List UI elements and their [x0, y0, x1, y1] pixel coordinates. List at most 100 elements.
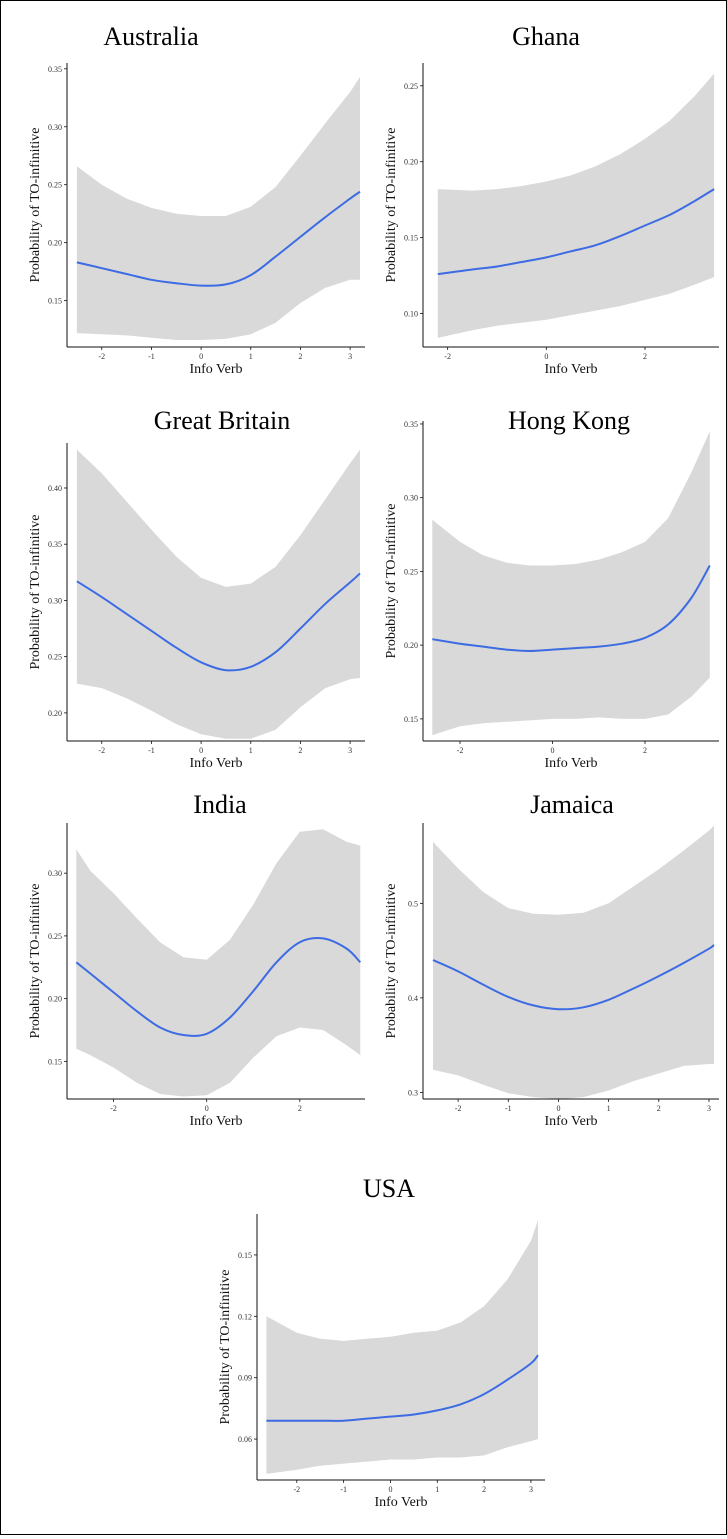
- x-tick-label: 0: [556, 1104, 560, 1113]
- panel-hong-kong: Hong Kong -2 0 2 0.15 0.20 0.25 0.30 0.35 Info Ve…: [384, 406, 719, 771]
- x-tick-label: -2: [98, 352, 105, 361]
- y-tick-label: 0.25: [48, 932, 62, 941]
- y-tick-label: 0.20: [48, 239, 62, 248]
- x-tick-label: -1: [340, 1485, 347, 1494]
- y-tick-label: 0.20: [404, 158, 418, 167]
- y-tick-label: 0.35: [48, 65, 62, 74]
- x-tick-label: 2: [657, 1104, 661, 1113]
- x-tick-label: 1: [607, 1104, 611, 1113]
- y-axis-title: Probability of TO-infinitive: [218, 1269, 233, 1424]
- fitted-line: [432, 944, 715, 1011]
- y-axis-title: Probability of TO-infinitive: [384, 503, 399, 658]
- y-tick-label: 0.12: [238, 1312, 252, 1321]
- y-tick-label: 0.30: [404, 494, 418, 503]
- panel-usa: USA -2 -1 0 1 2 3 0.06 0.09 0.12 0.15 Info Verb Prob…: [218, 1174, 545, 1510]
- x-tick-label: -2: [293, 1485, 300, 1494]
- x-tick-label: 0: [205, 1104, 209, 1113]
- x-tick-label: -2: [98, 746, 105, 755]
- y-axis-title: Probability of TO-infinitive: [28, 127, 43, 282]
- panel-title: Hong Kong: [508, 406, 630, 435]
- x-tick-label: 1: [249, 746, 253, 755]
- y-tick-label: 0.3: [408, 1088, 418, 1097]
- x-tick-label: 0: [551, 746, 555, 755]
- x-tick-label: 2: [298, 352, 302, 361]
- y-tick-label: 0.5: [408, 899, 418, 908]
- y-tick-label: 0.20: [48, 995, 62, 1004]
- x-tick-label: 1: [435, 1485, 439, 1494]
- y-tick-label: 0.20: [48, 709, 62, 718]
- x-tick-label: -1: [148, 352, 155, 361]
- x-tick-label: 3: [707, 1104, 711, 1113]
- y-tick-label: 0.15: [238, 1251, 252, 1260]
- y-tick-label: 0.15: [404, 234, 418, 243]
- x-tick-label: 0: [199, 746, 203, 755]
- y-axis-title: Probability of TO-infinitive: [384, 127, 399, 282]
- panel-ghana: Ghana -2 0 2 0.10 0.15 0.20 0.25 Info Verb Probab…: [384, 22, 719, 377]
- y-tick-label: 0.06: [238, 1435, 252, 1444]
- x-tick-label: 3: [348, 352, 352, 361]
- x-axis-title: Info Verb: [544, 362, 597, 377]
- panel-title: Australia: [103, 22, 199, 51]
- x-tick-label: 3: [348, 746, 352, 755]
- panel-title: India: [193, 790, 247, 819]
- panel-australia: Australia -2 -1 0 1 2 3 0.15 0.20 0.25 0.30 0.35 Inf…: [28, 22, 365, 377]
- x-axis-title: Info Verb: [189, 756, 242, 771]
- fitted-line: [75, 937, 362, 1037]
- x-axis-title: Info Verb: [544, 756, 597, 771]
- x-tick-label: 1: [249, 352, 253, 361]
- x-axis-title: Info Verb: [189, 362, 242, 377]
- x-tick-label: -2: [110, 1104, 117, 1113]
- x-axis-title: Info Verb: [544, 1114, 597, 1129]
- confidence-band: [266, 1220, 538, 1474]
- panel-great-britain: Great Britain -2 -1 0 1 2 3 0.20 0.25 0.30 0.35 0.4…: [28, 406, 365, 771]
- x-tick-label: -1: [505, 1104, 512, 1113]
- panel-jamaica: Jamaica -2 -1 0 1 2 3 0.3 0.4 0.5 Info Verb Probabi…: [384, 790, 719, 1129]
- confidence-band: [76, 449, 361, 739]
- x-tick-label: 2: [298, 1104, 302, 1113]
- y-tick-label: 0.10: [404, 310, 418, 319]
- fitted-line: [432, 565, 711, 653]
- y-tick-label: 0.25: [404, 82, 418, 91]
- y-tick-label: 0.25: [48, 653, 62, 662]
- confidence-band: [76, 76, 361, 341]
- confidence-band: [76, 829, 361, 1097]
- y-axis-title: Probability of TO-infinitive: [28, 514, 43, 669]
- fitted-line: [76, 190, 361, 287]
- y-tick-label: 0.15: [48, 297, 62, 306]
- y-tick-label: 0.25: [48, 181, 62, 190]
- y-tick-label: 0.35: [48, 540, 62, 549]
- y-tick-label: 0.15: [404, 715, 418, 724]
- x-tick-label: 3: [529, 1485, 533, 1494]
- panel-title: Ghana: [512, 22, 580, 51]
- confidence-band: [437, 73, 715, 338]
- fitted-line: [437, 188, 715, 276]
- x-axis-title: Info Verb: [189, 1114, 242, 1129]
- x-tick-label: -2: [455, 1104, 462, 1113]
- y-tick-label: 0.35: [404, 420, 418, 429]
- fitted-line: [266, 1354, 539, 1422]
- x-tick-label: 0: [544, 352, 548, 361]
- fitted-line: [76, 572, 361, 672]
- panel-title: Great Britain: [154, 406, 290, 435]
- x-tick-label: 0: [199, 352, 203, 361]
- y-tick-label: 0.30: [48, 869, 62, 878]
- y-tick-label: 0.4: [408, 994, 418, 1003]
- confidence-band: [432, 431, 710, 736]
- y-axis-title: Probability of TO-infinitive: [28, 883, 43, 1038]
- x-tick-label: 2: [482, 1485, 486, 1494]
- confidence-band: [433, 825, 714, 1099]
- y-tick-label: 0.09: [238, 1374, 252, 1383]
- x-tick-label: -2: [457, 746, 464, 755]
- x-tick-label: -1: [148, 746, 155, 755]
- panel-india: India -2 0 2 0.15 0.20 0.25 0.30 Info Verb Probab…: [28, 790, 365, 1129]
- panel-title: USA: [363, 1174, 415, 1203]
- y-tick-label: 0.15: [48, 1057, 62, 1066]
- x-tick-label: 2: [298, 746, 302, 755]
- y-tick-label: 0.40: [48, 484, 62, 493]
- y-tick-label: 0.25: [404, 567, 418, 576]
- x-axis-title: Info Verb: [374, 1495, 427, 1510]
- y-tick-label: 0.20: [404, 641, 418, 650]
- x-tick-label: 2: [643, 352, 647, 361]
- y-tick-label: 0.30: [48, 596, 62, 605]
